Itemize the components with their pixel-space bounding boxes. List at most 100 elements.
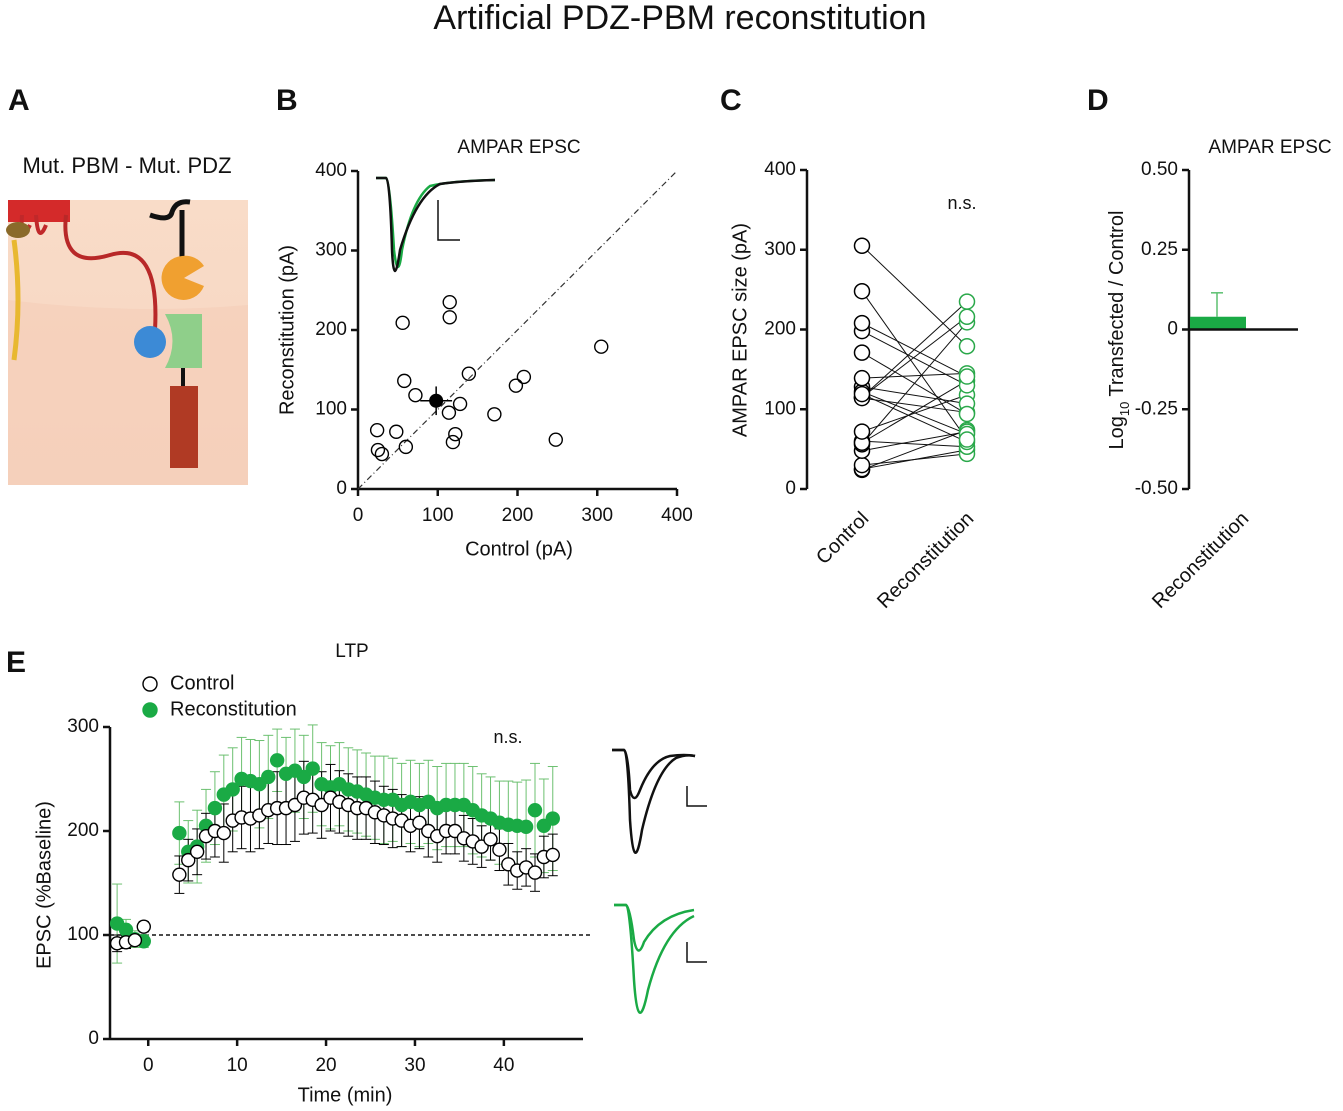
point [958,293,976,310]
legend-marker [142,676,158,692]
y-axis-label: Reconstitution (pA) [276,245,298,415]
mean-point [429,393,444,408]
x-tick-label: Reconstitution [873,508,978,613]
point [216,825,232,841]
point [958,405,976,423]
point [958,368,976,385]
pdz [165,314,202,368]
y-tick-label: 0.25 [1141,239,1178,260]
point [397,373,412,389]
point [398,439,414,455]
point [441,405,457,420]
point [408,387,423,403]
point [545,811,560,826]
point [225,782,240,797]
protein [6,222,30,238]
point [370,442,386,458]
x-tick-label: 400 [661,505,693,526]
y-tick-label: 400 [764,159,796,180]
point [207,800,223,816]
point [461,366,477,381]
identity-line [357,170,678,490]
point [412,815,427,830]
point [127,933,143,948]
x-tick-label: 300 [581,505,613,526]
pair-line [861,453,968,466]
x-tick-label: 200 [502,505,534,526]
pair-line [861,386,968,405]
point [958,431,976,448]
point [492,842,507,857]
panel-label: E [6,646,26,679]
point [545,847,560,863]
point [181,852,196,868]
y-tick-label: 100 [764,398,796,419]
y-tick-label: 400 [315,160,347,181]
point [594,339,609,354]
point [853,282,871,300]
x-tick-label: 20 [315,1055,336,1076]
y-tick-label: 300 [315,240,347,261]
panel-label: A [8,84,30,117]
x-tick-label: Control [812,508,873,569]
y-axis-label: AMPAR EPSC size (pA) [729,223,751,437]
point [527,865,543,880]
y-axis-label-part: 10 [1117,402,1132,416]
x-tick-label: 100 [422,505,454,526]
y-tick-label: 200 [315,319,347,340]
pair-line [861,316,968,398]
x-tick-label: 40 [493,1055,514,1076]
pair-line [861,380,968,444]
pair-line [861,352,968,415]
chart-title: AMPAR EPSC [1208,137,1331,158]
x-axis-label: Time (min) [298,1084,393,1106]
point [296,769,312,785]
y-tick-label: 200 [67,820,99,841]
pair-line [861,440,968,448]
point [369,422,385,438]
point [853,456,871,474]
point [483,832,498,847]
diagram: Mut. PBM - Mut. PDZ [6,153,248,485]
x-tick-label: 10 [227,1055,248,1076]
diagram-label: Mut. PBM - Mut. PDZ [22,153,231,178]
protein-tail [11,239,21,361]
point [189,844,205,859]
x-tick-label: 0 [143,1055,154,1076]
scaffold [149,199,191,258]
pbm [134,326,166,358]
pbm-linker [63,214,158,331]
y-tick-label: 100 [67,924,99,945]
point [172,825,187,841]
point [487,407,502,422]
anchor [170,386,198,468]
y-tick-label: 0 [88,1028,99,1049]
point [853,314,871,332]
point [853,237,871,255]
point [305,761,320,776]
point [508,378,524,393]
pair-line [861,397,968,413]
y-tick-label: 0 [1167,319,1178,340]
y-tick-label: 0.50 [1141,159,1178,180]
inset-traces [376,176,496,273]
cytoplasm [8,300,248,485]
point [958,337,976,355]
panel-label: D [1087,84,1109,117]
chart-title: AMPAR EPSC [457,137,580,158]
annotation: n.s. [947,193,976,213]
point [452,396,468,412]
x-tick-label: 30 [404,1055,425,1076]
receptor [8,200,70,222]
pdz-pacman [161,255,204,300]
y-tick-label: 0 [785,478,796,499]
point [548,432,563,447]
point [374,446,390,462]
legend-marker [142,702,158,718]
panel-label: C [720,84,742,117]
y-tick-label: -0.25 [1135,398,1178,419]
point [853,369,871,387]
pair-line [861,393,968,443]
chart-title: LTP [335,641,368,662]
